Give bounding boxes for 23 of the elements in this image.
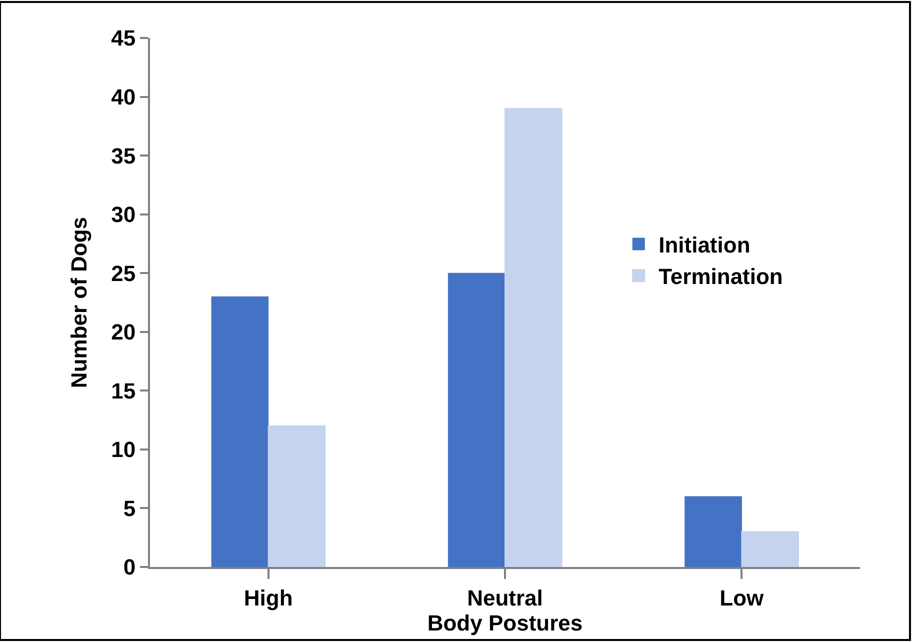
bar bbox=[504, 108, 562, 567]
y-tick-label: 25 bbox=[111, 260, 136, 286]
y-tick-label: 20 bbox=[111, 320, 136, 345]
bar bbox=[741, 531, 799, 567]
y-tick-label: 5 bbox=[123, 496, 136, 521]
y-tick-label: 45 bbox=[111, 26, 136, 51]
y-tick-label: 40 bbox=[111, 84, 136, 110]
x-tick-label: Low bbox=[720, 585, 765, 610]
bar bbox=[211, 296, 269, 567]
x-tick-label: Neutral bbox=[467, 585, 543, 610]
bar bbox=[684, 496, 742, 567]
bar bbox=[448, 272, 506, 567]
x-tick-label: High bbox=[244, 585, 293, 610]
y-tick-label: 0 bbox=[123, 554, 136, 580]
bar bbox=[268, 425, 326, 567]
x-axis-title: Body Postures bbox=[427, 610, 583, 636]
y-tick-label: 15 bbox=[111, 378, 136, 404]
legend-label: Termination bbox=[658, 264, 783, 290]
y-tick-label: 10 bbox=[111, 437, 136, 462]
legend-label: Initiation bbox=[658, 232, 750, 258]
y-tick-label: 35 bbox=[111, 143, 136, 168]
y-axis-title: Number of Dogs bbox=[66, 216, 92, 388]
y-tick-label: 30 bbox=[111, 202, 136, 228]
